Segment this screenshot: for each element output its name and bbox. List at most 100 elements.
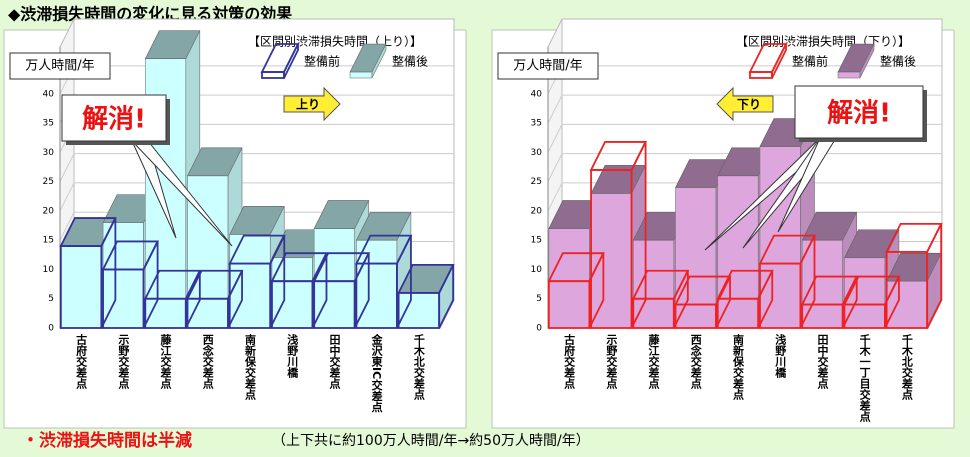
y-tick-label: 0 <box>48 324 54 334</box>
bar-front <box>837 71 861 79</box>
bar-top-shade <box>60 218 116 247</box>
x-tick-label: 浅野川橋 <box>774 333 788 379</box>
x-tick-label: 千木一丁目交差点 <box>858 333 872 423</box>
bar-side <box>841 276 858 329</box>
callout-box <box>794 85 924 139</box>
y-tick-label: 40 <box>43 89 55 99</box>
y-tick-label: 20 <box>43 206 55 216</box>
legend-item: 整備後 <box>837 43 916 79</box>
bar-side <box>227 270 243 329</box>
x-tick-label: 古府交差点 <box>563 333 576 390</box>
x-tick-label: 浅野川橋 <box>286 333 300 379</box>
x-tick-label: 田中交差点 <box>328 334 341 390</box>
y-label-box <box>497 52 599 80</box>
direction-label: 上り <box>296 97 320 112</box>
bar-top-shade <box>838 44 874 72</box>
x-tick-label: 千木北交差点 <box>900 333 914 401</box>
y-tick-label: 30 <box>43 148 55 158</box>
bar-side <box>884 276 900 329</box>
legend-item: 整備前 <box>260 43 340 79</box>
y-tick-label: 35 <box>531 119 542 129</box>
bar-top-shade <box>802 212 857 241</box>
bar-side-shade <box>439 264 454 328</box>
direction-arrow <box>283 86 341 122</box>
bar <box>397 263 455 329</box>
bar <box>674 275 732 329</box>
bar-side <box>715 276 731 329</box>
y-tick-label: 40 <box>531 89 543 99</box>
bar-side <box>184 270 201 329</box>
x-tick-label: 南新保交差点 <box>732 333 746 401</box>
grid-line-side <box>547 182 563 212</box>
grid-line-side <box>59 211 75 241</box>
bar-top-shade <box>548 200 604 229</box>
y-tick-label: 15 <box>531 236 542 246</box>
bar-front <box>675 187 717 329</box>
bar <box>631 269 690 329</box>
bar-side <box>396 235 412 329</box>
bar-top-shade <box>398 264 454 293</box>
bar <box>270 252 328 329</box>
bar <box>101 240 160 329</box>
grid-line-side <box>547 153 563 182</box>
bar <box>59 217 117 329</box>
direction-arrow <box>716 86 774 122</box>
note-detail: （上下共に約100万人時間/年→約50万人時間/年） <box>272 433 590 449</box>
direction-label: 下り <box>737 98 761 112</box>
bar <box>589 141 648 329</box>
bar-side <box>371 43 387 79</box>
grid-line-side <box>59 153 75 182</box>
bar-top-shade <box>350 44 386 72</box>
bar-side <box>859 43 875 79</box>
bar-top-shade <box>717 147 773 176</box>
bar-side <box>100 217 117 329</box>
bar <box>885 222 943 329</box>
bar <box>312 252 371 329</box>
bar-top-shade <box>356 212 411 241</box>
x-tick-label: 西念交差点 <box>201 334 215 390</box>
y-tick-label: 20 <box>531 206 543 216</box>
bar-front <box>717 175 759 329</box>
y-tick-label: 5 <box>536 294 542 304</box>
callout-text: 解消! <box>827 99 891 129</box>
x-tick-label: 藤江交差点 <box>647 333 660 390</box>
bar <box>758 234 816 329</box>
bar-top-shade <box>633 212 688 241</box>
y-label: 万人時間/年 <box>25 59 94 74</box>
y-tick-label: 0 <box>536 324 542 334</box>
bar-side-shade <box>372 44 386 78</box>
y-tick-label: 10 <box>531 265 543 275</box>
callout-box <box>61 94 167 142</box>
bar-front <box>60 245 102 329</box>
y-tick-label: 35 <box>43 119 54 129</box>
y-tick-label: 10 <box>43 265 55 275</box>
bar-side <box>926 223 943 329</box>
legend-item: 整備前 <box>748 43 828 79</box>
callout-text: 解消! <box>82 105 146 135</box>
x-tick-label: 千木北交差点 <box>412 333 426 401</box>
bar-side <box>269 235 286 329</box>
bar-side <box>588 252 605 329</box>
y-tick-label: 25 <box>43 177 54 187</box>
bar-front <box>632 239 675 329</box>
y-tick-label: 5 <box>48 294 54 304</box>
bar <box>228 234 286 329</box>
bar <box>547 252 605 329</box>
bar-top-shade <box>314 200 369 229</box>
y-tick-label: 30 <box>531 148 543 158</box>
x-tick-label: 藤江交差点 <box>159 333 172 390</box>
bar-top-shade <box>187 147 243 176</box>
x-tick-label: 田中交差点 <box>816 334 829 390</box>
legend-label: 整備前 <box>304 54 340 69</box>
x-tick-label: 示野交差点 <box>605 334 619 390</box>
bar <box>354 234 413 329</box>
bar-side <box>672 270 689 329</box>
bar-side <box>353 252 370 329</box>
bar-side <box>311 252 328 329</box>
x-tick-label: 南新保交差点 <box>244 333 258 401</box>
y-label-box <box>9 52 111 80</box>
y-label: 万人時間/年 <box>513 59 582 74</box>
x-tick-label: 西念交差点 <box>689 334 703 390</box>
bar-side <box>283 43 299 79</box>
bar-top-shade <box>229 206 285 235</box>
